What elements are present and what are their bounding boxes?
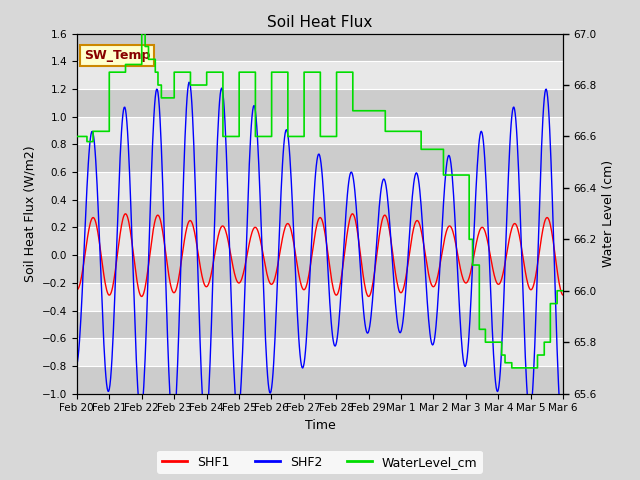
X-axis label: Time: Time bbox=[305, 419, 335, 432]
Bar bbox=[77, 89, 563, 117]
Text: SW_Temp: SW_Temp bbox=[84, 49, 150, 62]
Y-axis label: Soil Heat Flux (W/m2): Soil Heat Flux (W/m2) bbox=[23, 145, 36, 282]
Bar bbox=[77, 255, 563, 283]
Title: Soil Heat Flux: Soil Heat Flux bbox=[268, 15, 372, 30]
Bar bbox=[77, 144, 563, 172]
Bar bbox=[77, 338, 563, 366]
Bar bbox=[77, 172, 563, 200]
Bar bbox=[77, 283, 563, 311]
Bar bbox=[77, 366, 563, 394]
Bar bbox=[77, 61, 563, 89]
Bar bbox=[77, 200, 563, 228]
Bar bbox=[77, 117, 563, 144]
Bar bbox=[77, 311, 563, 338]
Bar bbox=[77, 34, 563, 61]
Bar bbox=[77, 228, 563, 255]
Y-axis label: Water Level (cm): Water Level (cm) bbox=[602, 160, 616, 267]
Legend: SHF1, SHF2, WaterLevel_cm: SHF1, SHF2, WaterLevel_cm bbox=[157, 451, 483, 474]
